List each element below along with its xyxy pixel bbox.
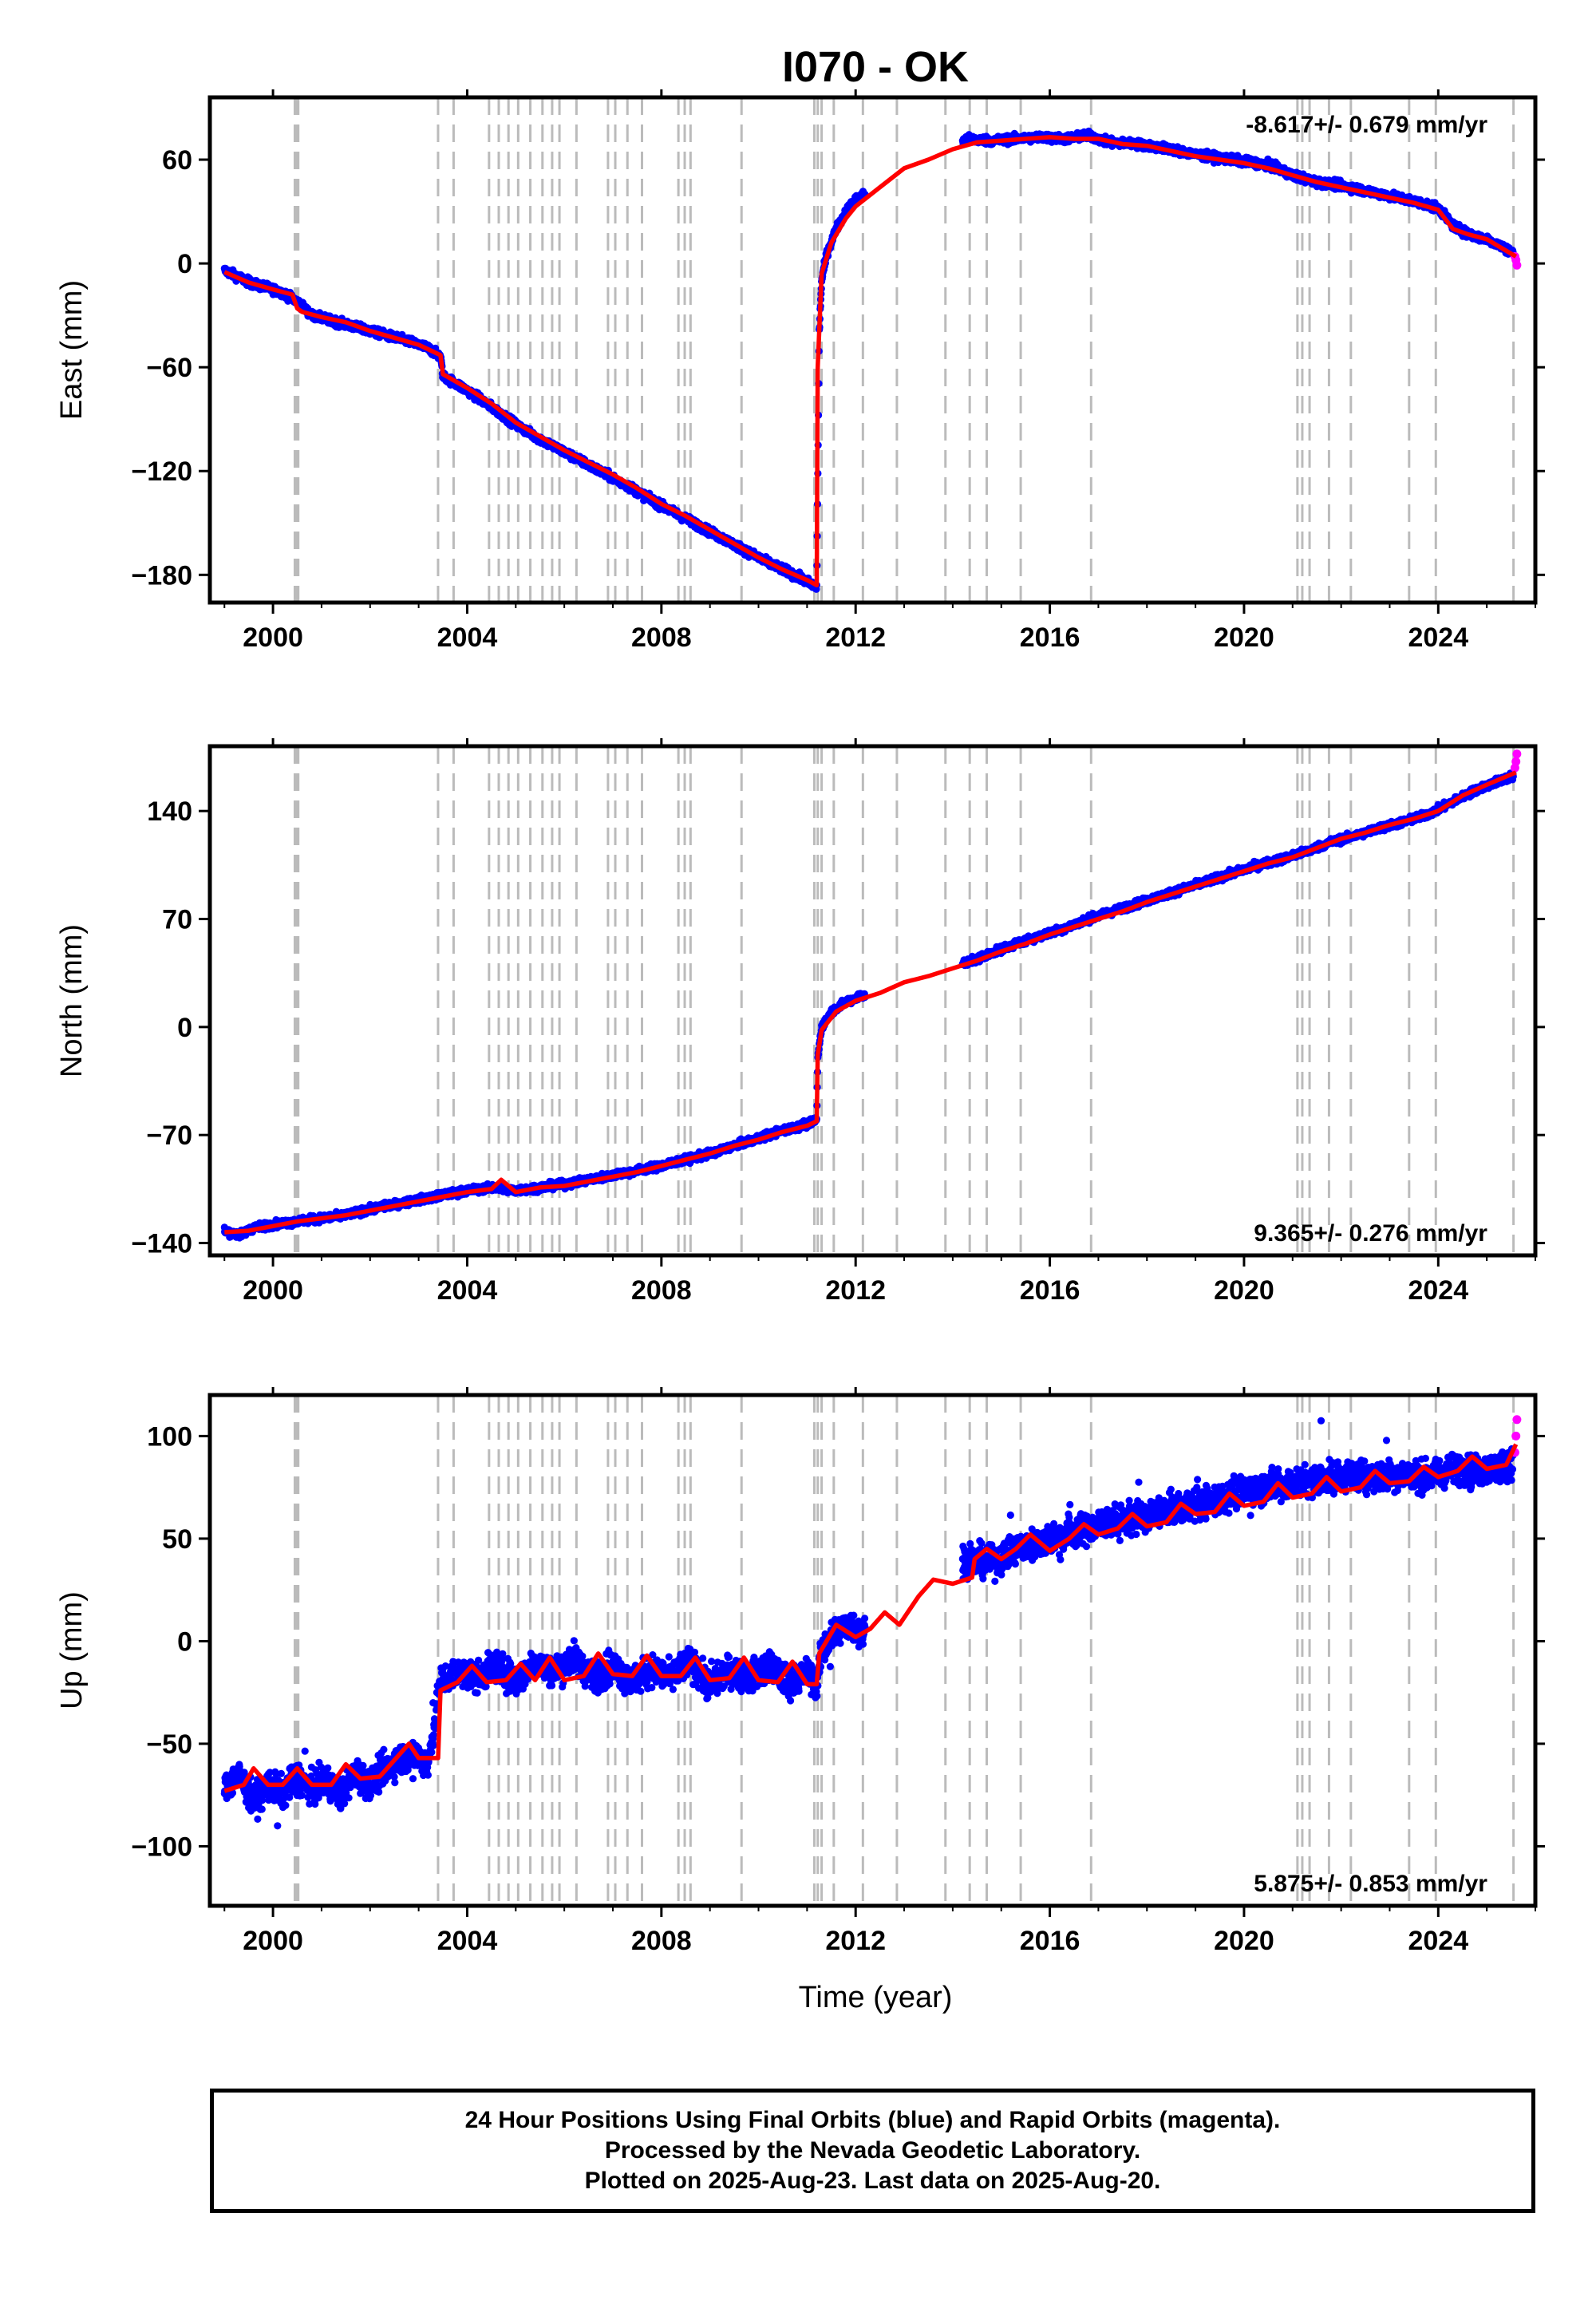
east-y-tick-label: −180 (131, 560, 192, 591)
east-y-tick-label: −120 (131, 456, 192, 487)
east-x-tick-label: 2020 (1214, 622, 1274, 653)
north-panel: 2000 2004 2008 2012 2016 2020 2024−140−7007014… (55, 738, 1545, 1306)
east-plot-area (220, 97, 1522, 603)
east-x-tick-label: 2000 (243, 622, 303, 653)
east-x-tick-label: 2008 (631, 622, 692, 653)
north-plot-area (220, 746, 1522, 1255)
east-x-tick-label: 2024 (1408, 622, 1468, 653)
east-rapid-point (1512, 260, 1522, 270)
east-panel: 2000 2004 2008 2012 2016 2020 2024 −180 −120 −60 0… (55, 89, 1545, 653)
east-y-axis-title: East (mm) (55, 280, 89, 420)
east-velocity-label: -8.617+/- 0.679 mm/yr (1246, 112, 1487, 138)
east-x-tick-label: 2004 (437, 622, 498, 653)
east-x-tick-label: 2016 (1020, 622, 1080, 653)
east-y-tick-label: 0 (177, 249, 192, 279)
east-model-line (223, 135, 1518, 588)
east-y-tick-label: −60 (146, 353, 192, 383)
east-frame (207, 95, 1538, 605)
east-x-tick-label: 2012 (825, 622, 886, 653)
east-y-tick-label: 60 (162, 145, 192, 176)
figure-title: I070 - OK (782, 43, 969, 91)
